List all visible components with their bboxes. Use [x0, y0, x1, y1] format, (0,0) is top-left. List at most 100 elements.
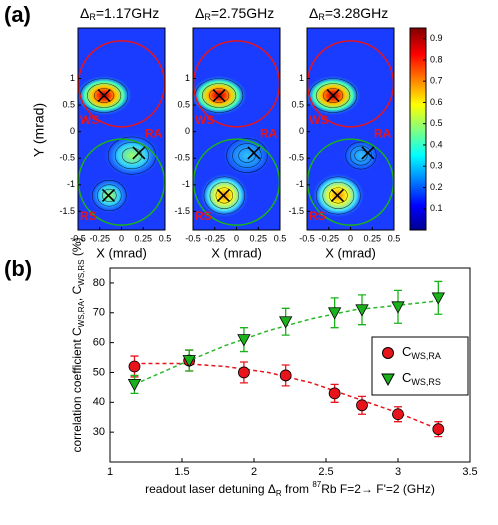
colorbar-tick-label: 0.8 — [430, 54, 443, 64]
region-label: WS — [195, 113, 214, 127]
contour — [328, 187, 348, 204]
colorbar-tick-label: 0.1 — [430, 203, 443, 213]
cross — [361, 146, 375, 160]
y-tick-label: 1 — [185, 73, 190, 83]
contour — [114, 142, 150, 170]
region-label: RS — [195, 209, 212, 223]
y-tick-label: 50 — [93, 366, 105, 378]
contour — [87, 83, 122, 108]
y-tick-label: -1.5 — [288, 206, 304, 216]
contour — [232, 143, 262, 168]
text-part: WS,RS — [411, 377, 441, 387]
text-part: Δ — [195, 5, 204, 21]
x-tick-label: 3.5 — [462, 466, 477, 478]
x-tick-label: 3 — [395, 466, 401, 478]
panel-title: ΔR=2.75GHz — [195, 5, 274, 23]
y-axis-label: correlation coefficient CWS,RA, CWS,RS (… — [70, 238, 86, 453]
contour — [238, 148, 256, 163]
x-tick-label: 0.25 — [363, 233, 381, 243]
y-tick-label: 0.5 — [177, 99, 190, 109]
contour — [323, 88, 344, 103]
x-tick-label: -0.5 — [70, 233, 86, 243]
intensity-blob — [222, 135, 271, 176]
y-tick-label: 30 — [93, 426, 105, 438]
contour — [322, 181, 355, 209]
x-axis-label: X (mrad) — [325, 245, 376, 260]
cross — [97, 88, 111, 103]
text-part: Δ — [309, 5, 318, 21]
y-tick-label: -0.5 — [288, 153, 304, 163]
text-part: WS,RA — [77, 300, 86, 327]
y-tick-label: 70 — [93, 307, 105, 319]
point — [279, 369, 292, 382]
cross — [216, 188, 231, 203]
intensity-blob — [342, 139, 379, 172]
y-tick-label: 1 — [70, 73, 75, 83]
point — [355, 304, 369, 317]
x-axis-label: readout laser detuning ΔR from 87Rb F=2→… — [145, 480, 435, 498]
region-label: RA — [260, 126, 278, 140]
y-tick-label: -0.5 — [174, 153, 190, 163]
colorbar-tick-label: 0.5 — [430, 118, 443, 128]
y-tick-label: 0.5 — [62, 99, 75, 109]
x-tick-label: -0.25 — [89, 233, 110, 243]
text-part: 87 — [312, 480, 321, 489]
y-tick-label: 0.5 — [291, 99, 304, 109]
point — [327, 307, 342, 320]
text-part: , C — [70, 285, 84, 301]
colorbar-tick-label: 0.2 — [430, 182, 443, 192]
heatmap-panel: WS RA RS — [305, 27, 395, 231]
contour — [97, 184, 122, 207]
point — [432, 423, 445, 436]
text-part: R — [276, 489, 282, 498]
x-tick-label: 0.5 — [159, 233, 172, 243]
x-tick-label: 0.25 — [134, 233, 152, 243]
point — [237, 334, 251, 347]
contour — [93, 88, 115, 103]
y-tick-label: 40 — [93, 396, 105, 408]
region-label: RS — [309, 209, 326, 223]
contour — [226, 138, 268, 173]
contour — [215, 187, 234, 204]
region-label: RA — [145, 126, 163, 140]
colorbar-tick-label: 0.4 — [430, 139, 443, 149]
colorbar-tick-label: 0.9 — [430, 33, 443, 43]
y-tick-label: 1 — [299, 73, 304, 83]
panel-title: ΔR=1.17GHz — [80, 5, 159, 23]
x-tick-label: -0.5 — [185, 233, 201, 243]
contour — [92, 179, 127, 212]
contour — [315, 176, 361, 215]
x-tick-label: 2 — [251, 466, 257, 478]
y-axis-label: Y (mrad) — [31, 103, 47, 157]
text-part: =3.28GHz — [325, 5, 388, 21]
heatmap-panel: WS RA RS — [191, 27, 281, 231]
text-part: =1.17GHz — [96, 5, 159, 21]
colorbar — [409, 27, 427, 231]
contour — [202, 83, 237, 108]
intensity-blob — [103, 133, 160, 178]
point — [356, 399, 368, 412]
panel-title: ΔR=3.28GHz — [309, 5, 388, 23]
y-tick-label: 0 — [299, 126, 304, 136]
region-label: WS — [80, 113, 99, 127]
heatmap-panel: WS RA RS — [76, 27, 166, 231]
contour — [354, 149, 368, 162]
x-tick-label: 1.5 — [174, 466, 189, 478]
y-tick-label: -1 — [296, 179, 304, 189]
text-part: Rb F=2→ F'=2 (GHz) — [321, 482, 435, 496]
legend-marker — [381, 373, 395, 387]
cross — [212, 88, 226, 103]
legend-label: CWS,RS — [402, 370, 441, 387]
text-part: Δ — [80, 5, 89, 21]
y-tick-label: 80 — [93, 277, 105, 289]
cross — [330, 188, 345, 203]
text-part: from — [282, 482, 313, 496]
cross — [132, 146, 146, 160]
panel-label: (a) — [4, 2, 31, 27]
x-tick-label: -0.25 — [204, 233, 225, 243]
x-tick-label: 0.5 — [388, 233, 401, 243]
panel-label: (b) — [4, 256, 32, 281]
contour — [349, 145, 373, 166]
text-part: =2.75GHz — [211, 5, 274, 21]
